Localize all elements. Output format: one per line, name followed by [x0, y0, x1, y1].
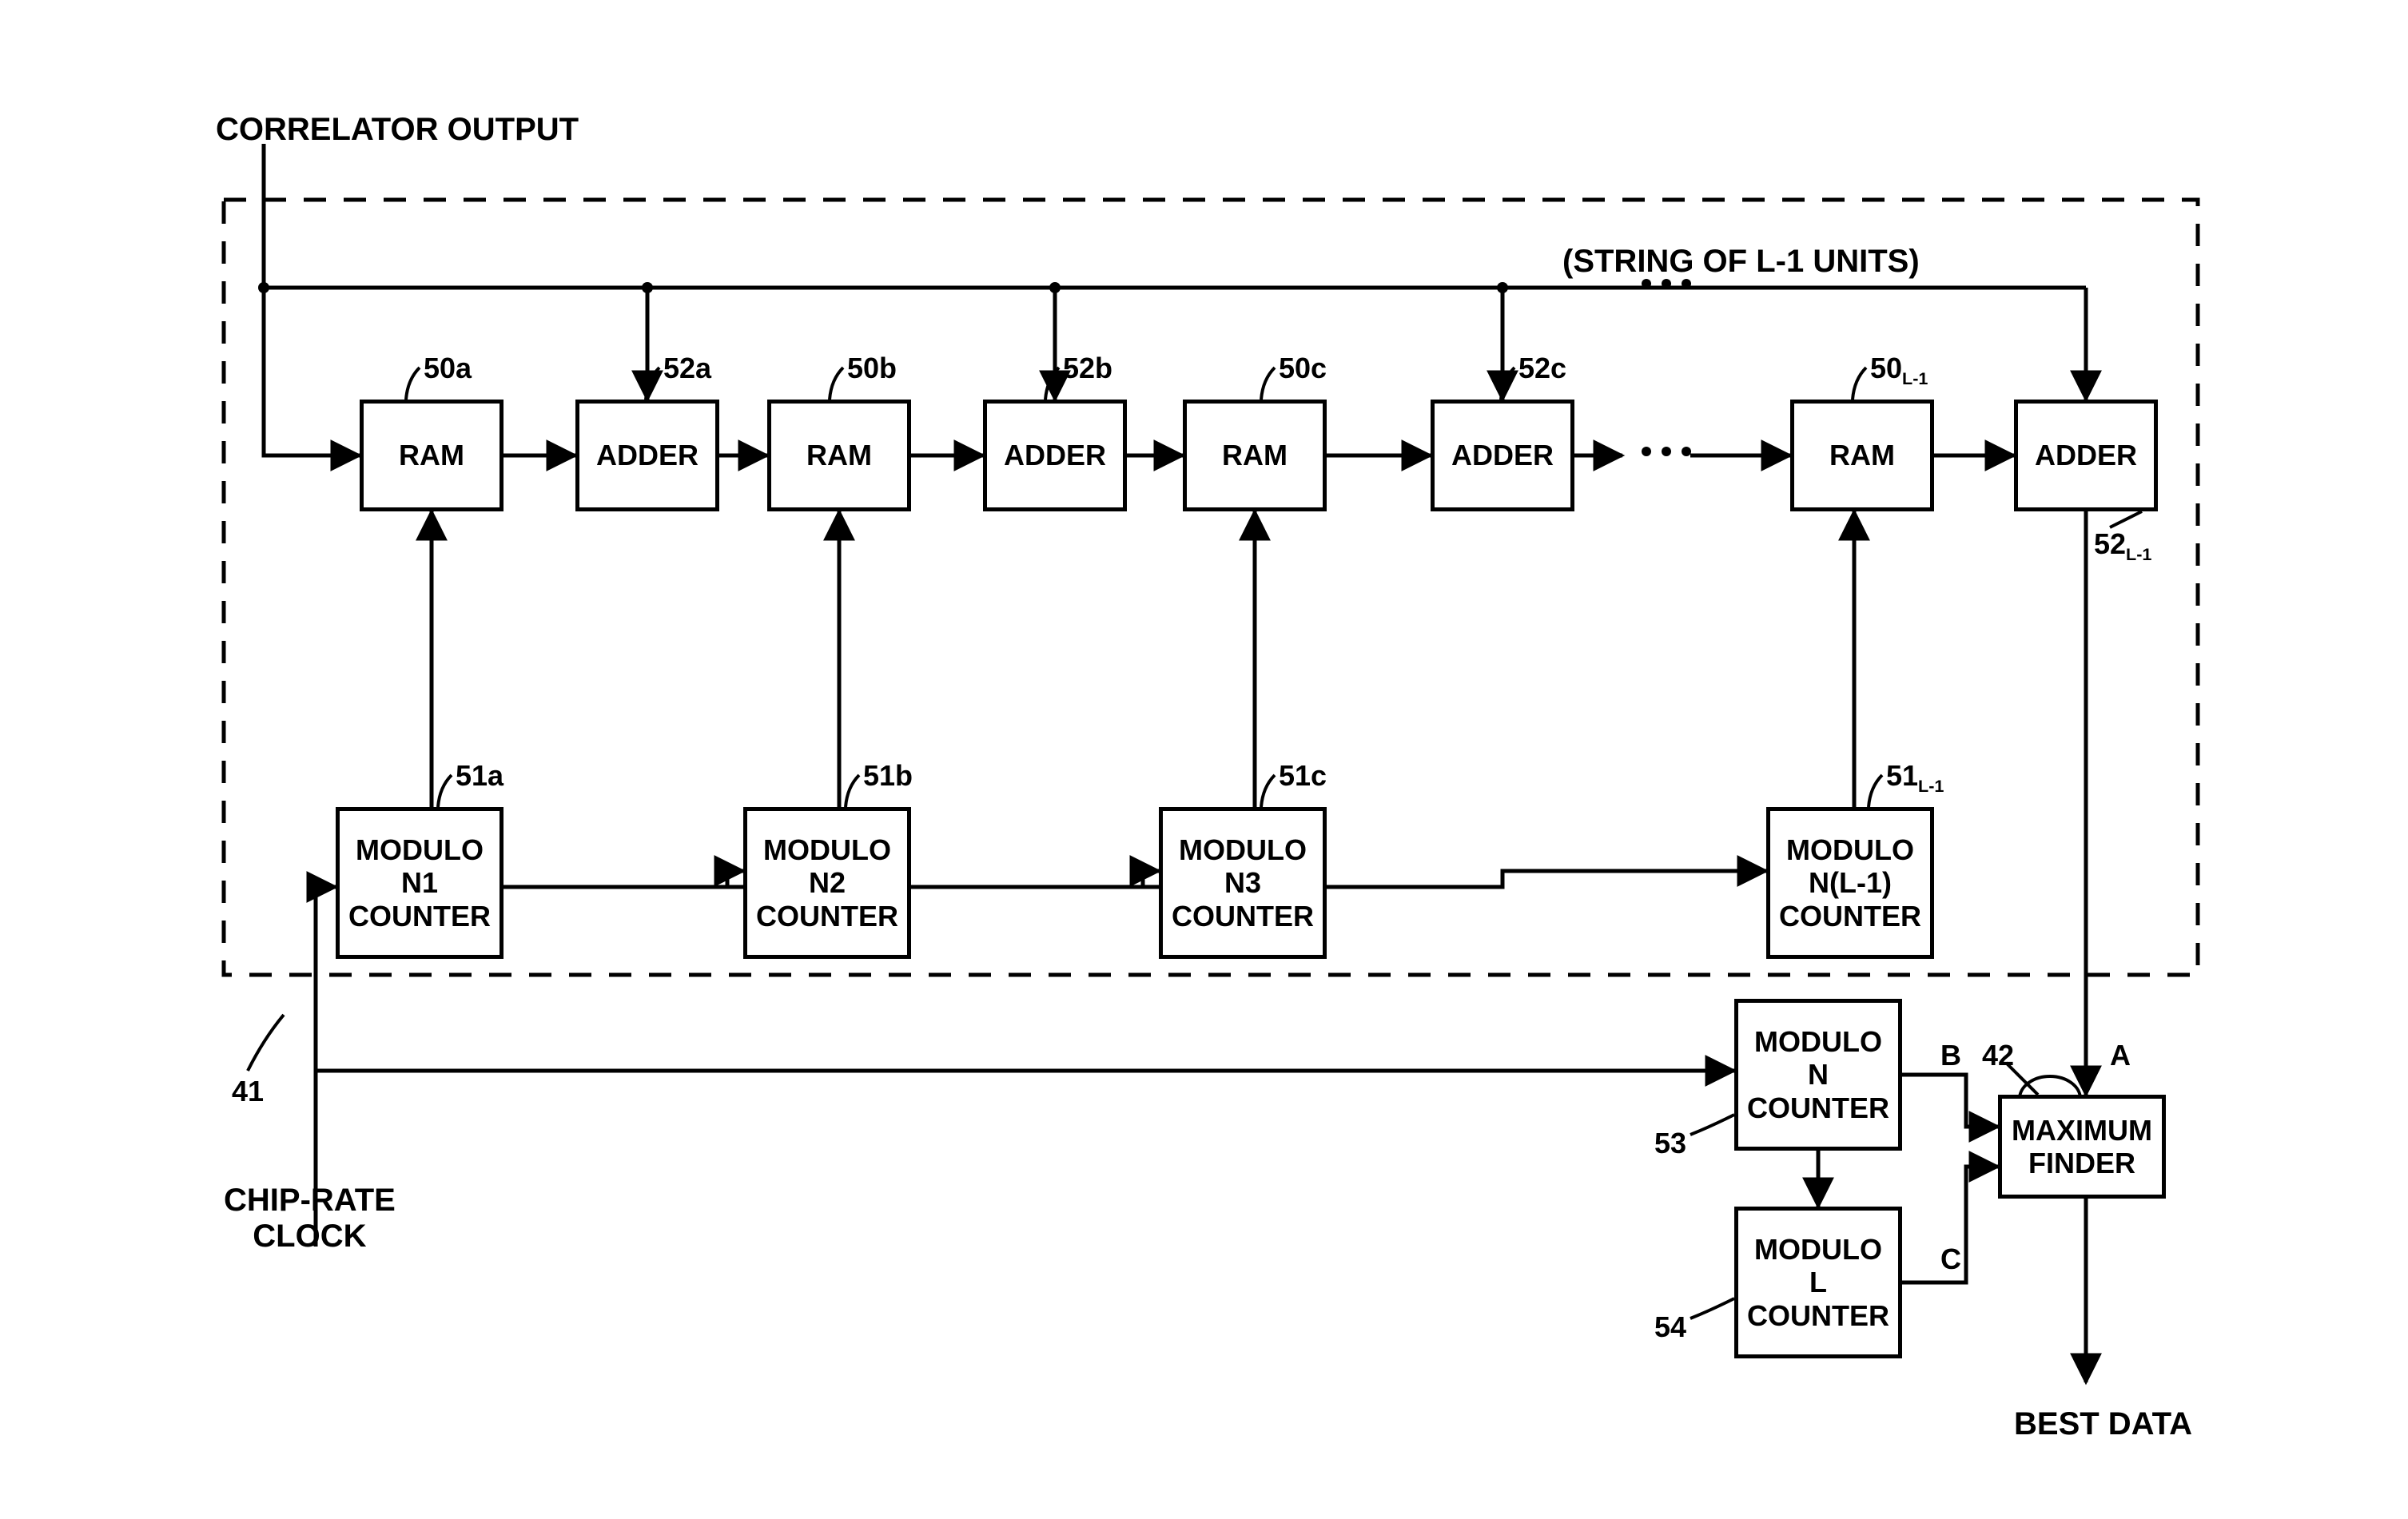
ref-r41: 41 — [232, 1075, 264, 1108]
block-adder_c: ADDER — [1431, 400, 1574, 511]
block-ram_c: RAM — [1183, 400, 1327, 511]
block-maxfind: MAXIMUM FINDER — [1998, 1095, 2166, 1199]
diagram-canvas: RAM ADDER RAM ADDER RAM ADDER RAM ADDER MODULO N… — [0, 0, 2408, 1519]
ref-r50c: 50c — [1279, 352, 1327, 385]
block-mod_n3: MODULO N3 COUNTER — [1159, 807, 1327, 959]
ref-r51c: 51c — [1279, 759, 1327, 793]
block-mod_l: MODULO L COUNTER — [1734, 1207, 1902, 1358]
label-bestdata: BEST DATA — [2014, 1406, 2192, 1442]
block-ram_b: RAM — [767, 400, 911, 511]
label-correlator: CORRELATOR OUTPUT — [216, 112, 579, 148]
ref-r52a: 52a — [663, 352, 711, 385]
ref-lblC: C — [1940, 1243, 1961, 1276]
ref-r51b: 51b — [863, 759, 913, 793]
ref-lblA: A — [2110, 1039, 2131, 1072]
ref-r42: 42 — [1982, 1039, 2014, 1072]
ref-r54: 54 — [1654, 1310, 1686, 1344]
label-string: (STRING OF L-1 UNITS) — [1562, 244, 1920, 280]
block-adder_a: ADDER — [575, 400, 719, 511]
ref-r53: 53 — [1654, 1127, 1686, 1160]
block-mod_nL: MODULO N(L-1) COUNTER — [1766, 807, 1934, 959]
ref-r50a: 50a — [424, 352, 472, 385]
block-adder_L: ADDER — [2014, 400, 2158, 511]
ref-r51a: 51a — [456, 759, 503, 793]
block-mod_n: MODULO N COUNTER — [1734, 999, 1902, 1151]
ref-r51L: 51L-1 — [1886, 759, 1944, 797]
block-mod_n1: MODULO N1 COUNTER — [336, 807, 503, 959]
ref-r52b: 52b — [1063, 352, 1112, 385]
label-clock: CHIP-RATE CLOCK — [224, 1183, 396, 1255]
block-mod_n2: MODULO N2 COUNTER — [743, 807, 911, 959]
ref-r50L: 50L-1 — [1870, 352, 1928, 389]
wiring-layer — [0, 0, 2408, 1519]
ref-lblB: B — [1940, 1039, 1961, 1072]
block-ram_L: RAM — [1790, 400, 1934, 511]
ref-r52L: 52L-1 — [2094, 527, 2151, 565]
block-ram_a: RAM — [360, 400, 503, 511]
ref-r50b: 50b — [847, 352, 897, 385]
ref-r52c: 52c — [1518, 352, 1566, 385]
block-adder_b: ADDER — [983, 400, 1127, 511]
